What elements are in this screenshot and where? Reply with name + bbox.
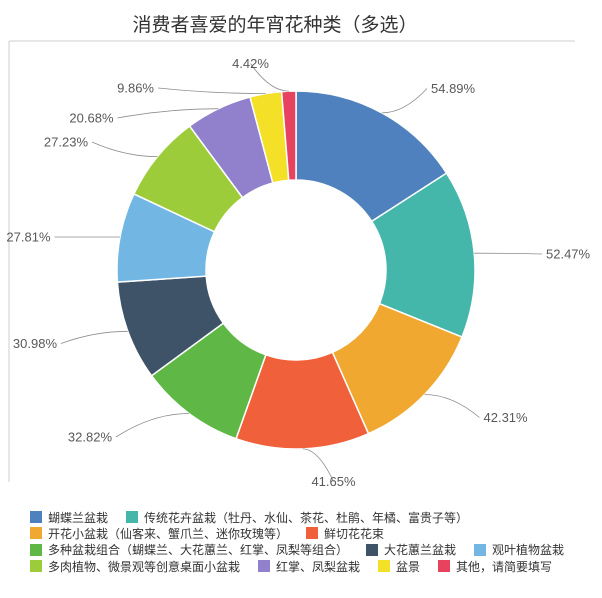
svg-text:52.47%: 52.47%: [546, 247, 591, 262]
svg-text:42.31%: 42.31%: [484, 410, 529, 425]
svg-text:20.68%: 20.68%: [69, 111, 114, 126]
svg-text:4.42%: 4.42%: [232, 56, 269, 71]
svg-text:27.23%: 27.23%: [44, 135, 89, 150]
svg-text:27.81%: 27.81%: [6, 230, 51, 245]
svg-text:9.86%: 9.86%: [117, 81, 154, 96]
svg-text:32.82%: 32.82%: [68, 430, 113, 445]
svg-text:41.65%: 41.65%: [311, 474, 356, 489]
svg-text:54.89%: 54.89%: [431, 81, 476, 96]
svg-text:30.98%: 30.98%: [13, 336, 58, 351]
